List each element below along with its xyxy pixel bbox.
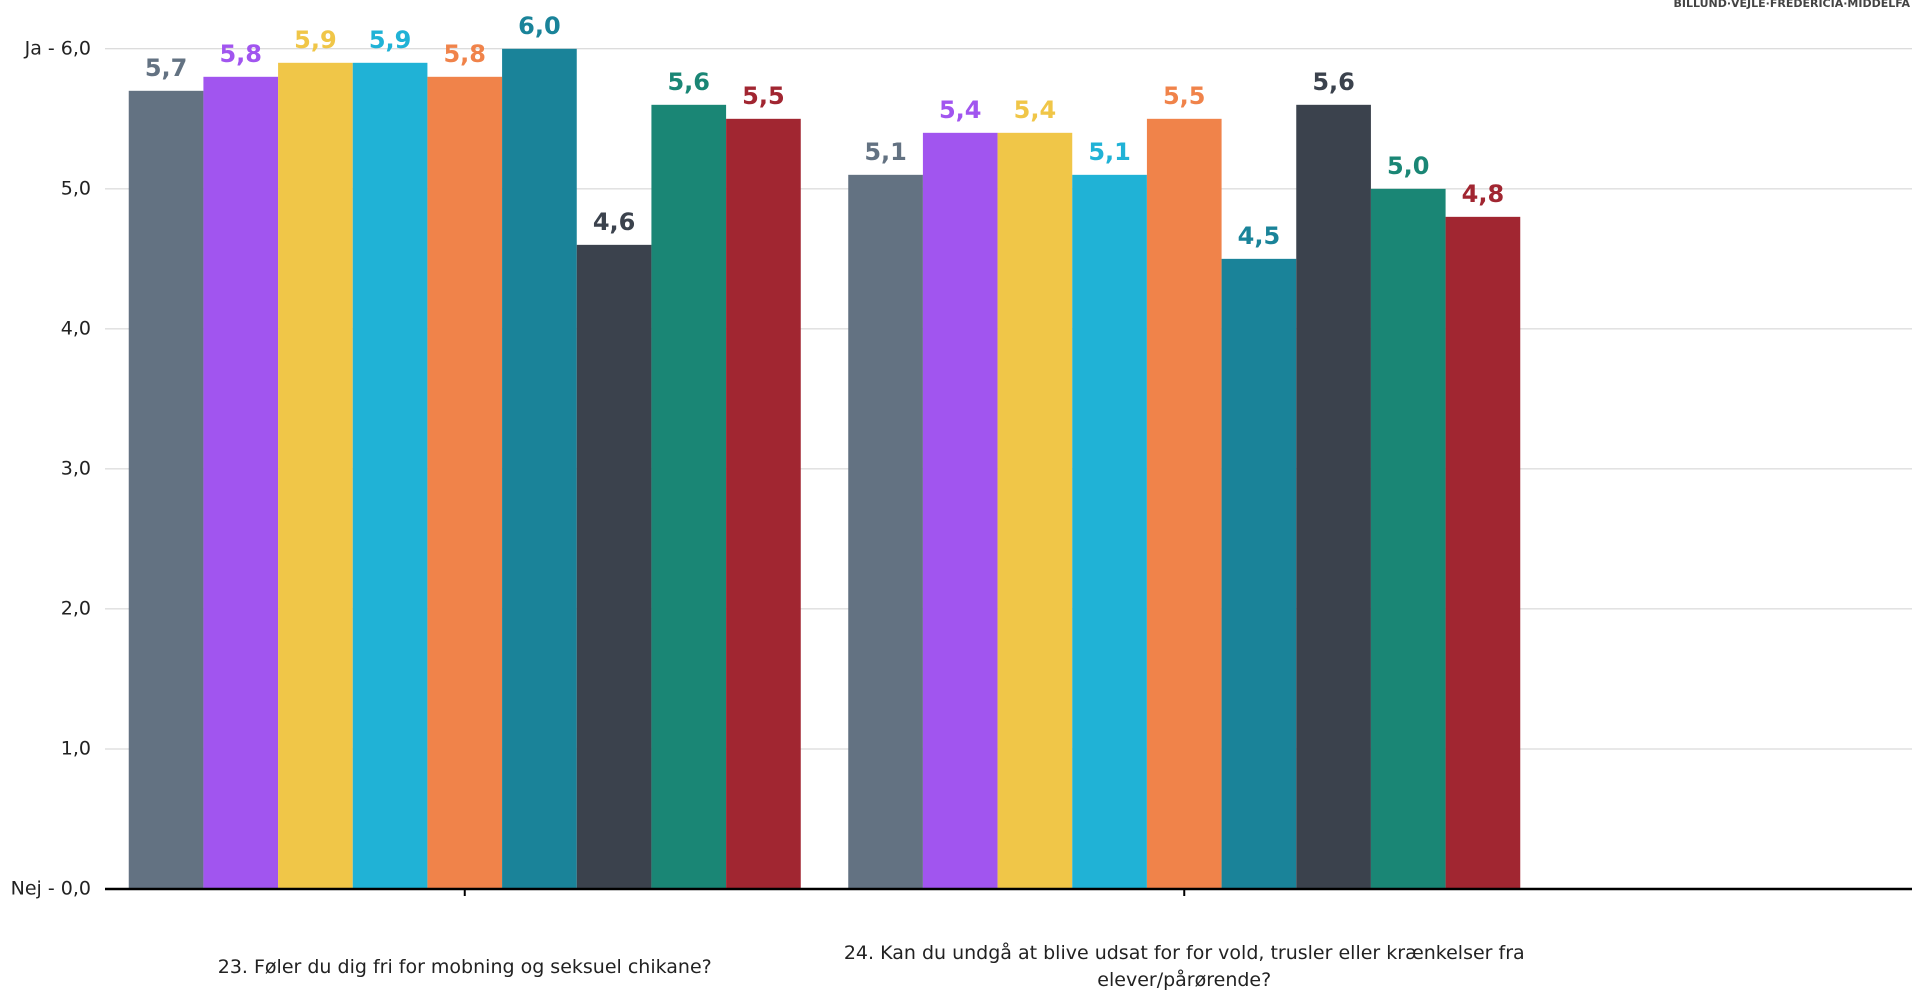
bar (203, 76, 279, 890)
x-tick-label: 24. Kan du undgå at blive udsat for for … (843, 942, 1525, 991)
y-tick-label: 3,0 (61, 457, 91, 479)
value-label: 5,4 (1014, 96, 1057, 124)
bar (922, 132, 998, 889)
bar (352, 62, 428, 889)
value-label: 5,4 (939, 96, 982, 124)
bar (726, 118, 801, 890)
x-tick-label: 23. Føler du dig fri for mobning og seks… (217, 956, 712, 978)
bar (1221, 258, 1297, 890)
bar (128, 90, 204, 889)
y-tick-label: 2,0 (61, 597, 91, 619)
bar (1072, 174, 1147, 889)
value-label: 4,6 (593, 208, 636, 236)
y-tick-label: Ja - 6,0 (24, 37, 91, 59)
logo-text: BILLUND·VEJLE·FREDERICIA·MIDDELFA (1673, 0, 1910, 10)
bar (651, 104, 727, 889)
value-label: 5,9 (369, 26, 412, 54)
value-label: 5,0 (1387, 152, 1430, 180)
value-label: 5,6 (667, 68, 710, 96)
bar (997, 132, 1073, 889)
value-label: 5,9 (294, 26, 337, 54)
value-label: 6,0 (518, 12, 561, 40)
value-label: 4,5 (1238, 222, 1281, 250)
y-tick-label: 5,0 (61, 177, 91, 199)
value-label: 5,7 (145, 54, 188, 82)
bar (1370, 188, 1446, 890)
value-label: 5,8 (219, 40, 262, 68)
y-tick-label: 1,0 (61, 737, 91, 759)
value-label: 5,5 (742, 82, 785, 110)
bar (848, 174, 923, 889)
y-tick-label: 4,0 (61, 317, 91, 339)
y-tick-label: Nej - 0,0 (11, 878, 91, 900)
bar (576, 244, 652, 889)
bar (427, 76, 503, 890)
bar (1296, 104, 1371, 889)
value-label: 5,6 (1312, 68, 1355, 96)
value-label: 5,5 (1163, 82, 1206, 110)
value-label: 5,8 (443, 40, 486, 68)
bar (1146, 118, 1222, 890)
value-label: 5,1 (864, 138, 907, 166)
bar (1445, 216, 1521, 890)
value-label: 5,1 (1088, 138, 1131, 166)
bar (502, 48, 577, 890)
value-label: 4,8 (1462, 180, 1505, 208)
bar (278, 62, 353, 889)
